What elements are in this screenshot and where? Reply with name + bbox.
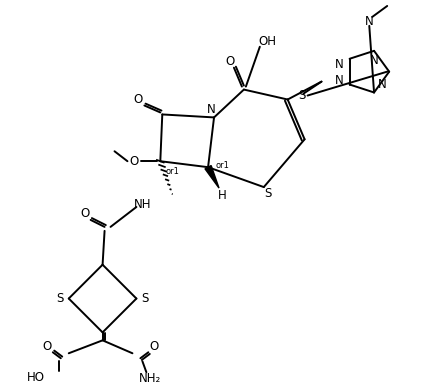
Polygon shape [205, 166, 219, 188]
Text: N: N [365, 15, 374, 29]
Text: O: O [42, 340, 52, 353]
Text: S: S [142, 292, 149, 305]
Text: S: S [298, 89, 305, 102]
Text: H: H [218, 188, 226, 201]
Text: S: S [56, 292, 63, 305]
Text: N: N [370, 54, 378, 67]
Text: or1: or1 [165, 167, 179, 176]
Text: O: O [130, 155, 139, 168]
Text: O: O [226, 55, 234, 68]
Text: O: O [134, 93, 143, 106]
Text: O: O [150, 340, 159, 353]
Text: HO: HO [27, 371, 45, 384]
Text: N: N [335, 58, 344, 71]
Text: or1: or1 [215, 161, 229, 170]
Text: NH₂: NH₂ [139, 372, 162, 385]
Text: N: N [378, 78, 386, 91]
Text: N: N [206, 103, 215, 116]
Text: S: S [264, 186, 271, 200]
Text: O: O [80, 207, 89, 220]
Text: N: N [335, 74, 344, 87]
Text: OH: OH [259, 35, 277, 48]
Text: NH: NH [134, 198, 151, 210]
